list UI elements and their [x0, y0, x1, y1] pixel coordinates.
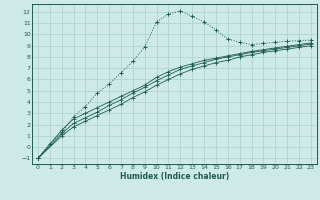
X-axis label: Humidex (Indice chaleur): Humidex (Indice chaleur): [120, 172, 229, 181]
